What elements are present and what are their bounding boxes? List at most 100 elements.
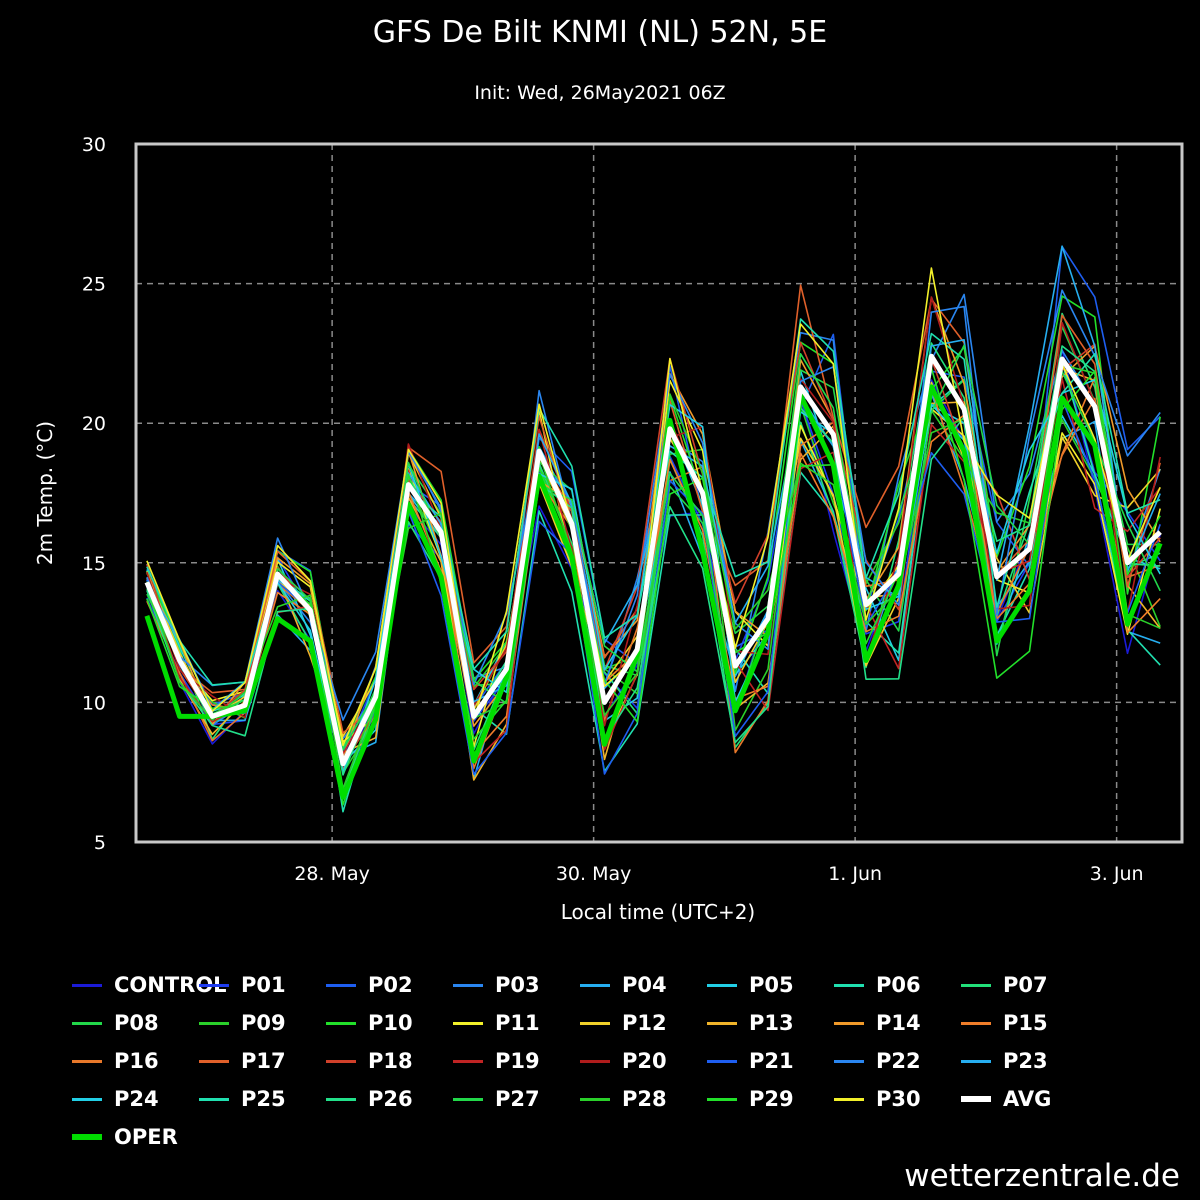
legend-swatch <box>72 1097 102 1101</box>
legend-item-p16: P16 <box>72 1044 159 1078</box>
legend-swatch <box>834 983 864 987</box>
legend-item-p26: P26 <box>326 1082 413 1116</box>
watermark: wetterzentrale.de <box>904 1158 1180 1194</box>
chart-subtitle: Init: Wed, 26May2021 06Z <box>474 82 725 104</box>
legend-label: P21 <box>749 1049 794 1073</box>
legend-label: P25 <box>241 1087 286 1111</box>
y-tick-labels: 5 10 15 20 25 30 <box>82 134 106 854</box>
legend-label: P22 <box>876 1049 921 1073</box>
x-axis-label: Local time (UTC+2) <box>561 900 755 924</box>
legend-swatch <box>326 1097 356 1101</box>
legend-label: P03 <box>495 973 540 997</box>
legend-item-p01: P01 <box>199 968 286 1002</box>
legend-item-p23: P23 <box>961 1044 1048 1078</box>
legend-swatch <box>580 983 610 987</box>
legend-label: OPER <box>114 1125 178 1149</box>
legend-swatch <box>72 1021 102 1025</box>
y-tick-label: 10 <box>82 692 106 714</box>
legend-label: P15 <box>1003 1011 1048 1035</box>
legend-item-p04: P04 <box>580 968 667 1002</box>
legend-label: P14 <box>876 1011 921 1035</box>
legend-label: P04 <box>622 973 667 997</box>
legend-label: P05 <box>749 973 794 997</box>
legend-label: P01 <box>241 973 286 997</box>
legend-item-p19: P19 <box>453 1044 540 1078</box>
legend-swatch <box>707 1097 737 1101</box>
legend-swatch <box>834 1097 864 1101</box>
legend-swatch <box>72 983 102 987</box>
legend-item-p09: P09 <box>199 1006 286 1040</box>
legend-swatch <box>199 983 229 987</box>
legend-label: P10 <box>368 1011 413 1035</box>
legend-item-p25: P25 <box>199 1082 286 1116</box>
legend-swatch <box>707 1059 737 1063</box>
legend-item-avg: AVG <box>961 1082 1051 1116</box>
legend-swatch <box>326 983 356 987</box>
legend-label: P26 <box>368 1087 413 1111</box>
main-series-lines <box>144 353 1163 800</box>
legend-label: P13 <box>749 1011 794 1035</box>
legend-item-p14: P14 <box>834 1006 921 1040</box>
y-tick-label: 30 <box>82 134 106 156</box>
legend-item-p24: P24 <box>72 1082 159 1116</box>
legend-item-p02: P02 <box>326 968 413 1002</box>
legend-swatch <box>580 1021 610 1025</box>
legend-label: P09 <box>241 1011 286 1035</box>
x-tick-label: 1. Jun <box>828 863 882 885</box>
legend-item-p11: P11 <box>453 1006 540 1040</box>
legend-item-p13: P13 <box>707 1006 794 1040</box>
legend-swatch <box>961 1021 991 1025</box>
legend-label: AVG <box>1003 1087 1052 1111</box>
series-line-avg <box>144 353 1162 767</box>
plot-frame <box>134 142 1184 844</box>
legend-label: P29 <box>749 1087 794 1111</box>
legend-item-p20: P20 <box>580 1044 667 1078</box>
y-axis-label: 2m Temp. (°C) <box>33 421 57 565</box>
legend-label: P12 <box>622 1011 667 1035</box>
y-tick-label: 15 <box>82 553 106 575</box>
legend-swatch <box>199 1059 229 1063</box>
legend-label: P17 <box>241 1049 286 1073</box>
legend-item-p27: P27 <box>453 1082 540 1116</box>
legend-label: P24 <box>114 1087 159 1111</box>
legend-label: P23 <box>1003 1049 1048 1073</box>
legend-swatch <box>326 1059 356 1063</box>
legend-swatch <box>199 1021 229 1025</box>
legend-item-oper: OPER <box>72 1120 178 1154</box>
legend-swatch <box>707 1021 737 1025</box>
legend-label: P02 <box>368 973 413 997</box>
legend-item-p21: P21 <box>707 1044 794 1078</box>
legend-swatch <box>707 983 737 987</box>
y-tick-label: 20 <box>82 413 106 435</box>
temperature-chart: GFS De Bilt KNMI (NL) 52N, 5E Init: Wed,… <box>33 15 1184 924</box>
legend-swatch <box>453 1021 483 1025</box>
legend-swatch <box>834 1021 864 1025</box>
legend-item-p30: P30 <box>834 1082 921 1116</box>
legend-item-p17: P17 <box>199 1044 286 1078</box>
legend-item-p03: P03 <box>453 968 540 1002</box>
legend-swatch <box>453 983 483 987</box>
legend-label: P19 <box>495 1049 540 1073</box>
legend-swatch <box>834 1059 864 1063</box>
legend-item-p08: P08 <box>72 1006 159 1040</box>
legend-swatch <box>326 1021 356 1025</box>
legend-label: P18 <box>368 1049 413 1073</box>
member-line-p30 <box>146 267 1161 747</box>
legend-label: P20 <box>622 1049 667 1073</box>
legend-label: P08 <box>114 1011 159 1035</box>
legend-swatch <box>72 1134 102 1140</box>
legend-item-p05: P05 <box>707 968 794 1002</box>
legend-swatch <box>580 1097 610 1101</box>
legend-swatch <box>72 1059 102 1063</box>
legend-swatch <box>961 1059 991 1063</box>
x-tick-label: 28. May <box>294 863 370 885</box>
legend-item-p07: P07 <box>961 968 1048 1002</box>
legend-label: P30 <box>876 1087 921 1111</box>
chart-title: GFS De Bilt KNMI (NL) 52N, 5E <box>373 15 827 50</box>
legend-label: P27 <box>495 1087 540 1111</box>
legend-item-p06: P06 <box>834 968 921 1002</box>
legend-item-p15: P15 <box>961 1006 1048 1040</box>
legend-label: P16 <box>114 1049 159 1073</box>
y-tick-label: 25 <box>82 274 106 296</box>
x-tick-label: 3. Jun <box>1090 863 1144 885</box>
